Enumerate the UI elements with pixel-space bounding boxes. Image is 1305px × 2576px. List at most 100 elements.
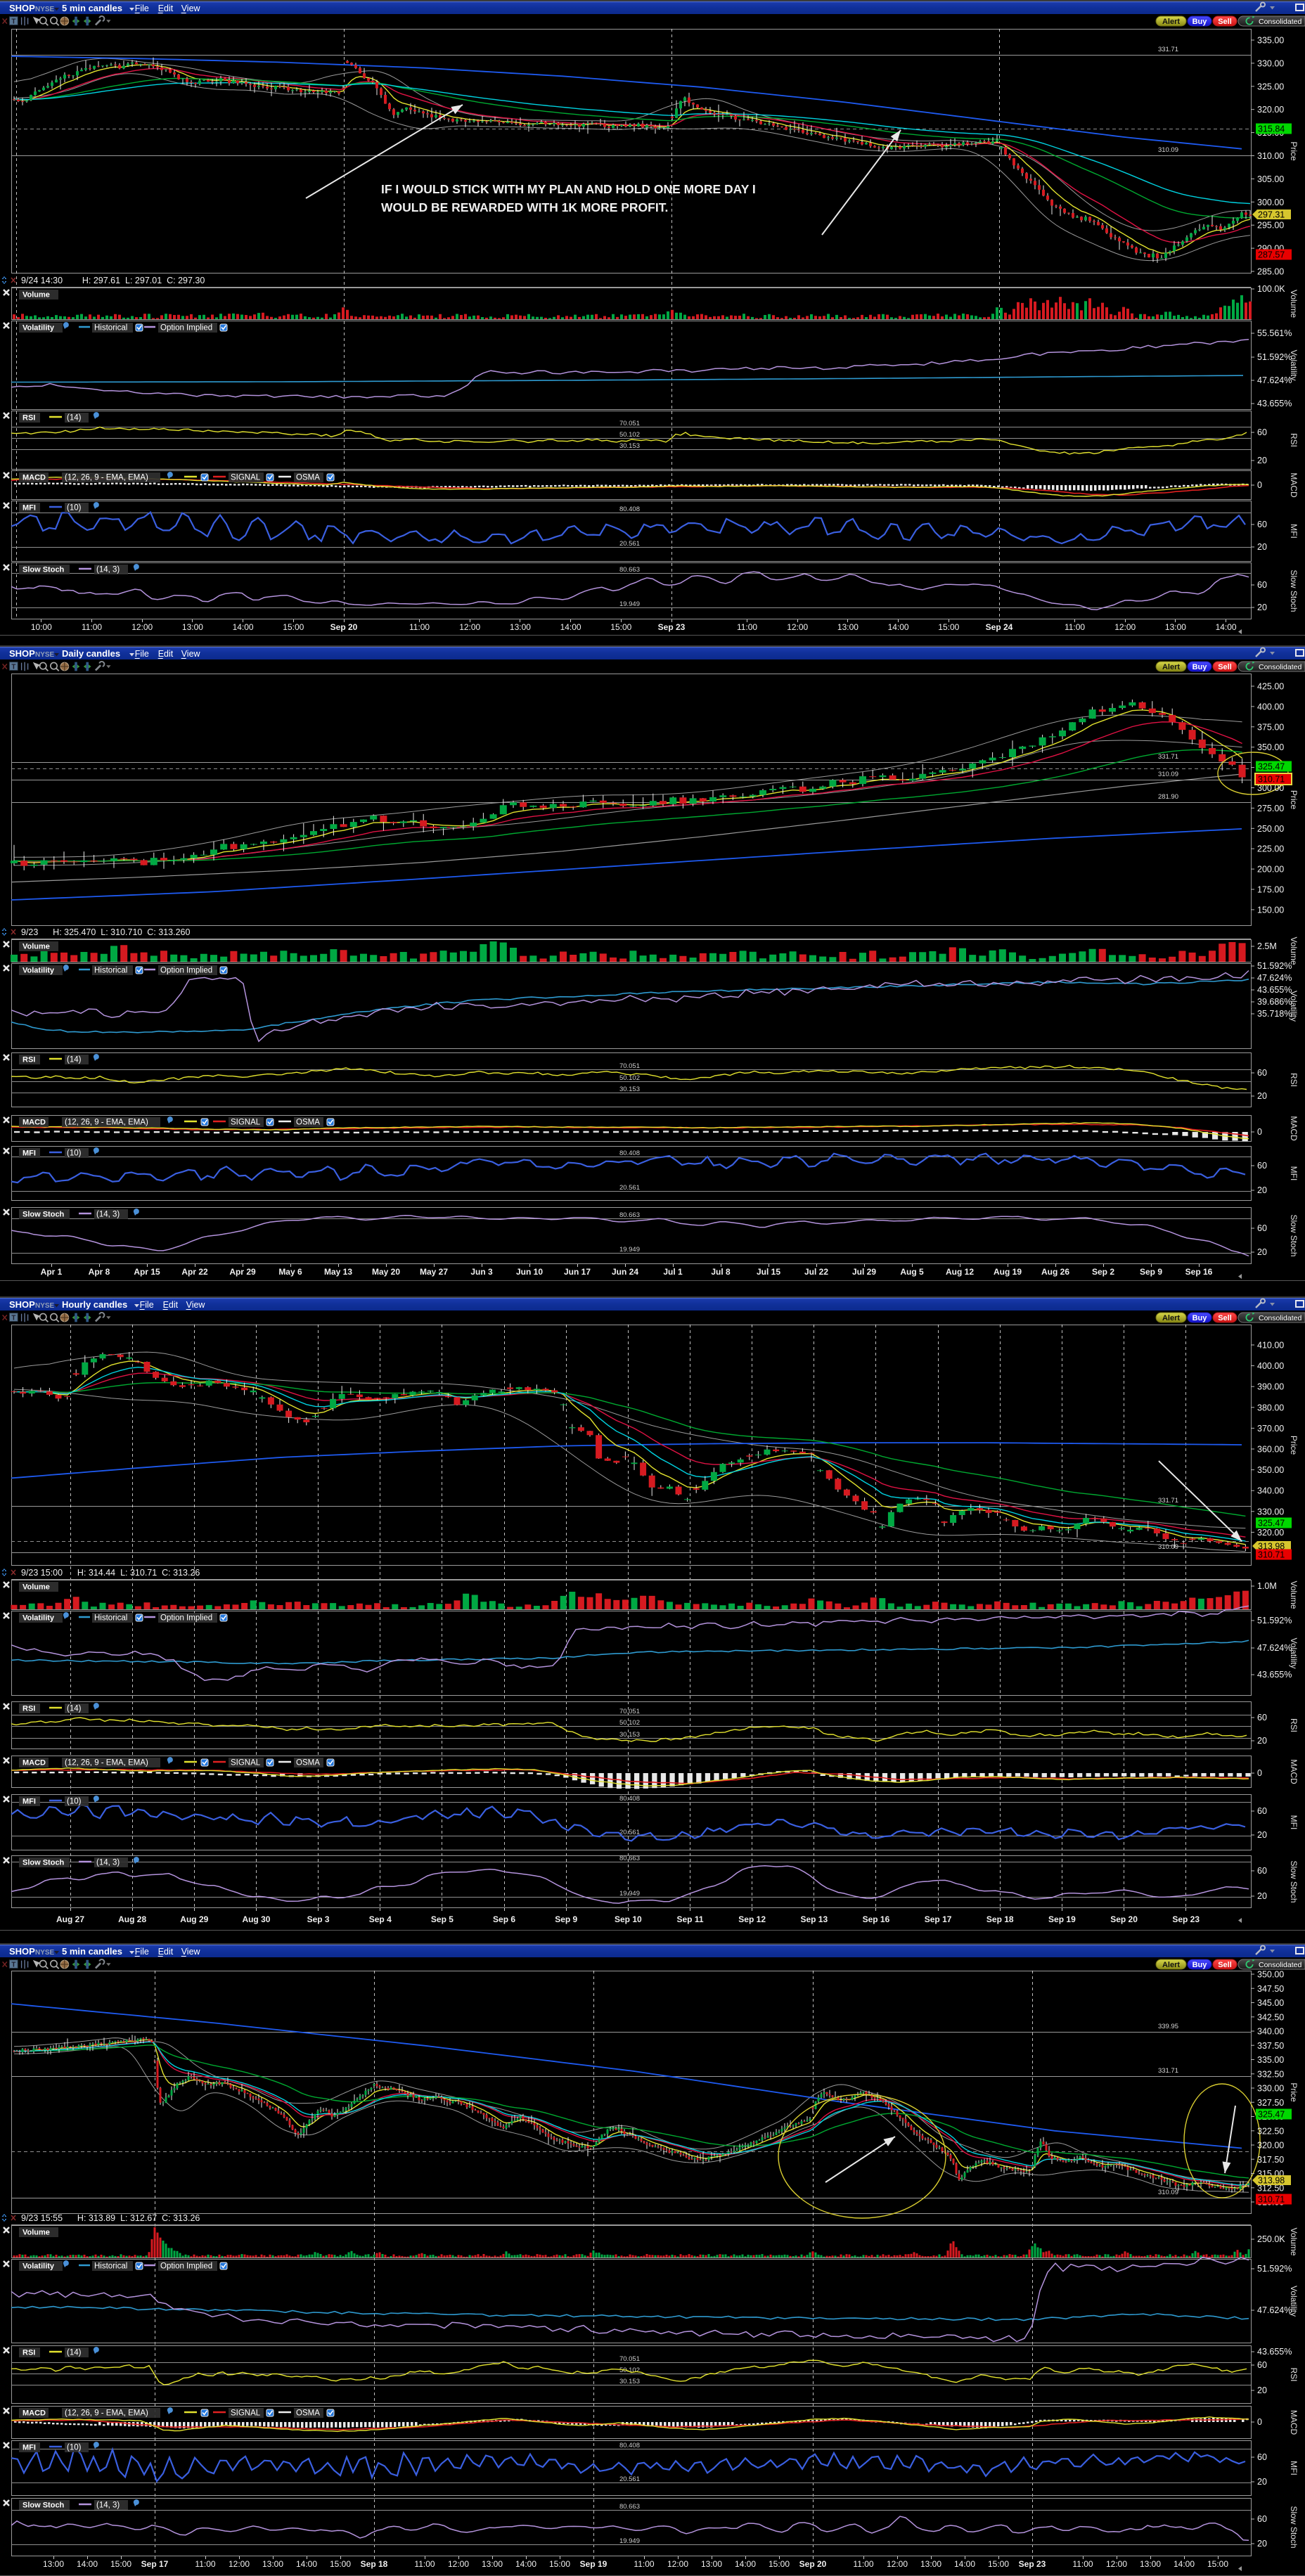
svg-text:15:00: 15:00 xyxy=(769,2559,790,2569)
svg-text:20: 20 xyxy=(1257,1091,1267,1101)
svg-text:Apr 29: Apr 29 xyxy=(229,1267,256,1277)
svg-text:80.663: 80.663 xyxy=(619,566,640,574)
svg-text:20: 20 xyxy=(1257,1736,1267,1746)
svg-text:332.50: 332.50 xyxy=(1257,2069,1284,2079)
svg-text:225.00: 225.00 xyxy=(1257,844,1284,854)
svg-text:Sell: Sell xyxy=(1218,1961,1232,1969)
svg-text:0: 0 xyxy=(1257,480,1262,490)
svg-text:Aug 19: Aug 19 xyxy=(994,1267,1022,1277)
svg-text:RSI: RSI xyxy=(22,414,35,423)
svg-text:Sep 20: Sep 20 xyxy=(330,622,358,632)
svg-text:View: View xyxy=(181,1947,201,1957)
svg-text:14:00: 14:00 xyxy=(233,622,254,632)
svg-text:9/24 14:30 H: 297.61 L: 9/24 14:30 H: 297.61 L: 297.01 C: 297.30 xyxy=(21,276,205,285)
svg-text:20: 20 xyxy=(1257,2539,1267,2549)
svg-text:(10): (10) xyxy=(67,504,82,513)
svg-text:0: 0 xyxy=(1257,1768,1262,1778)
svg-text:13:00: 13:00 xyxy=(262,2559,283,2569)
svg-text:14:00: 14:00 xyxy=(1216,622,1237,632)
svg-text:May 6: May 6 xyxy=(278,1267,302,1277)
svg-text:SIGNAL: SIGNAL xyxy=(231,2409,261,2418)
svg-text:320.00: 320.00 xyxy=(1257,105,1284,115)
svg-text:15:00: 15:00 xyxy=(610,622,631,632)
svg-text:325.47: 325.47 xyxy=(1258,2110,1285,2120)
svg-text:11:00: 11:00 xyxy=(82,622,102,632)
svg-text:(14): (14) xyxy=(67,1705,82,1713)
svg-text:13:00: 13:00 xyxy=(1140,2559,1161,2569)
svg-text:200.00: 200.00 xyxy=(1257,865,1284,875)
svg-text:MFI: MFI xyxy=(22,1798,36,1806)
svg-text:(14, 3): (14, 3) xyxy=(96,2501,120,2510)
svg-text:Volatility: Volatility xyxy=(22,967,55,975)
svg-text:310.71: 310.71 xyxy=(1258,1550,1285,1560)
svg-text:350.00: 350.00 xyxy=(1257,1465,1284,1475)
svg-text:Slow Stoch: Slow Stoch xyxy=(1289,1214,1299,1256)
svg-text:60: 60 xyxy=(1257,1713,1267,1722)
svg-text:340.00: 340.00 xyxy=(1257,2027,1284,2037)
svg-text:342.50: 342.50 xyxy=(1257,2012,1284,2022)
svg-text:MACD: MACD xyxy=(22,1119,46,1127)
svg-text:13:00: 13:00 xyxy=(182,622,203,632)
svg-text:MACD: MACD xyxy=(1289,1116,1299,1141)
svg-text:317.50: 317.50 xyxy=(1257,2155,1284,2165)
svg-text:Volatility: Volatility xyxy=(22,2262,55,2271)
svg-text:RSI: RSI xyxy=(1289,1718,1299,1732)
svg-text:20: 20 xyxy=(1257,603,1267,612)
svg-text:410.00: 410.00 xyxy=(1257,1341,1284,1351)
svg-text:12:00: 12:00 xyxy=(459,622,480,632)
svg-text:14:00: 14:00 xyxy=(735,2559,756,2569)
svg-text:Aug 26: Aug 26 xyxy=(1041,1267,1069,1277)
svg-text:13:00: 13:00 xyxy=(920,2559,941,2569)
svg-text:NYSE: NYSE xyxy=(35,1302,55,1310)
svg-text:80.663: 80.663 xyxy=(619,2503,640,2511)
svg-text:39.686%: 39.686% xyxy=(1257,997,1292,1007)
svg-text:(14): (14) xyxy=(67,2349,82,2357)
svg-text:Historical: Historical xyxy=(94,967,127,975)
svg-text:100.0K: 100.0K xyxy=(1257,284,1285,294)
svg-text:Jun 3: Jun 3 xyxy=(470,1267,493,1277)
svg-text:Volatility: Volatility xyxy=(1289,2286,1299,2317)
svg-text:12:00: 12:00 xyxy=(667,2559,688,2569)
svg-text:Sep 4: Sep 4 xyxy=(369,1914,392,1924)
svg-text:Jul 8: Jul 8 xyxy=(711,1267,731,1277)
svg-text:14:00: 14:00 xyxy=(296,2559,317,2569)
svg-text:Sep 19: Sep 19 xyxy=(1048,1914,1076,1924)
svg-text:60: 60 xyxy=(1257,580,1267,590)
svg-text:Sep 20: Sep 20 xyxy=(799,2559,827,2569)
svg-text:(12, 26, 9 - EMA, EMA): (12, 26, 9 - EMA, EMA) xyxy=(65,1759,148,1767)
svg-text:RSI: RSI xyxy=(22,1705,35,1713)
svg-text:Daily candles: Daily candles xyxy=(62,648,120,659)
svg-text:12:00: 12:00 xyxy=(1114,622,1136,632)
svg-text:Sep 19: Sep 19 xyxy=(580,2559,608,2569)
svg-text:SIGNAL: SIGNAL xyxy=(231,1759,261,1767)
svg-text:339.95: 339.95 xyxy=(1158,2023,1178,2030)
svg-text:Sep 17: Sep 17 xyxy=(141,2559,169,2569)
svg-text:Sell: Sell xyxy=(1218,1314,1232,1322)
svg-text:Jul 22: Jul 22 xyxy=(804,1267,828,1277)
svg-text:340.00: 340.00 xyxy=(1257,1486,1284,1496)
svg-text:May 13: May 13 xyxy=(324,1267,352,1277)
svg-text:9/23 15:55 H: 313.89 L:: 9/23 15:55 H: 313.89 L: 312.67 C: 313.26 xyxy=(21,2213,200,2223)
svg-text:Volume: Volume xyxy=(22,2229,50,2237)
svg-text:May 20: May 20 xyxy=(372,1267,400,1277)
svg-text:20: 20 xyxy=(1257,542,1267,552)
svg-text:Sep 11: Sep 11 xyxy=(676,1914,703,1924)
svg-text:Aug 5: Aug 5 xyxy=(900,1267,924,1277)
svg-text:80.408: 80.408 xyxy=(619,1795,640,1803)
svg-text:T: T xyxy=(11,1315,15,1322)
svg-text:MACD: MACD xyxy=(22,1759,46,1767)
svg-text:(14, 3): (14, 3) xyxy=(96,566,120,574)
svg-text:Option Implied: Option Implied xyxy=(160,324,212,333)
svg-text:20: 20 xyxy=(1257,456,1267,465)
svg-text:Buy: Buy xyxy=(1192,1314,1208,1322)
svg-text:Jun 24: Jun 24 xyxy=(612,1267,638,1277)
svg-text:13:00: 13:00 xyxy=(510,622,531,632)
svg-text:310.09: 310.09 xyxy=(1158,2189,1178,2196)
svg-text:12:00: 12:00 xyxy=(131,622,153,632)
svg-text:Hourly candles: Hourly candles xyxy=(62,1299,127,1310)
svg-text:Price: Price xyxy=(1289,790,1299,810)
svg-text:Volatility: Volatility xyxy=(1289,991,1299,1022)
svg-text:5 min candles: 5 min candles xyxy=(62,3,122,13)
svg-text:12:00: 12:00 xyxy=(1106,2559,1127,2569)
svg-text:Sep 13: Sep 13 xyxy=(800,1914,828,1924)
